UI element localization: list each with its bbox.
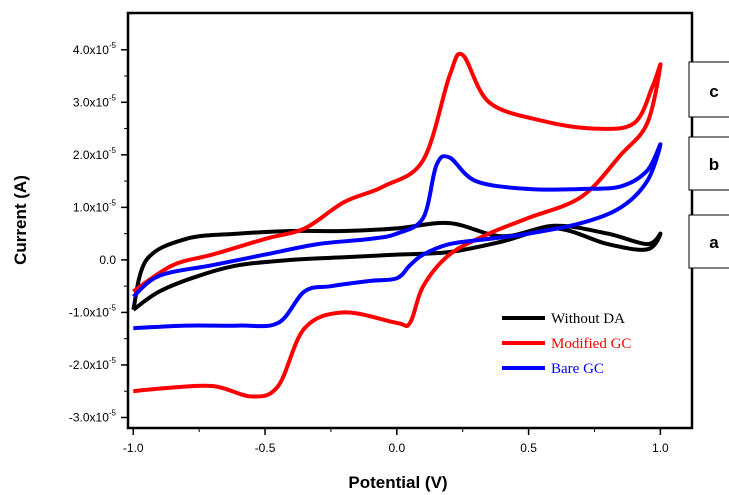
y-tick-label: 2.0x10-5 (73, 146, 117, 162)
curve-group (131, 51, 663, 399)
x-tick-label: -0.5 (255, 441, 276, 455)
y-tick-label: 1.0x10-5 (73, 198, 117, 214)
y-tick-label: 0.0 (99, 253, 116, 267)
annotation-label-a: a (709, 233, 719, 252)
y-tick-label: 3.0x10-5 (73, 93, 117, 109)
annotation-box-b: b (688, 136, 729, 191)
y-tick-label: -2.0x10-5 (69, 356, 117, 372)
annotation-label-c: c (709, 82, 718, 101)
series-line-bare-gc (131, 142, 663, 331)
y-axis-ticks: 4.0x10-5 3.0x10-5 2.0x10-5 1.0x10-5 0.0 -1.0x… (69, 41, 128, 424)
x-tick-label: 0.5 (520, 441, 537, 455)
y-axis-title: Current (A) (11, 175, 30, 265)
annotation-box-c: c (688, 61, 729, 118)
legend-label-bare-gc: Bare GC (551, 361, 604, 377)
x-axis-ticks: -1.0 -0.5 0.0 0.5 1.0 (123, 428, 669, 455)
series-line-modified-gc (132, 51, 663, 399)
legend-label-without-da: Without DA (551, 311, 625, 327)
x-tick-label: -1.0 (123, 441, 144, 455)
legend: Without DA Modified GC Bare GC (502, 311, 631, 377)
annotation-box-a: a (688, 214, 729, 269)
x-tick-label: 1.0 (652, 441, 669, 455)
legend-label-modified-gc: Modified GC (551, 336, 631, 352)
y-tick-label: -3.0x10-5 (69, 408, 117, 424)
plot-frame (126, 11, 694, 430)
x-axis-title: Potential (V) (348, 473, 447, 492)
x-tick-label: 0.0 (388, 441, 405, 455)
annotation-label-b: b (709, 155, 719, 174)
y-tick-label: 4.0x10-5 (73, 41, 117, 57)
y-tick-label: -1.0x10-5 (69, 303, 117, 319)
